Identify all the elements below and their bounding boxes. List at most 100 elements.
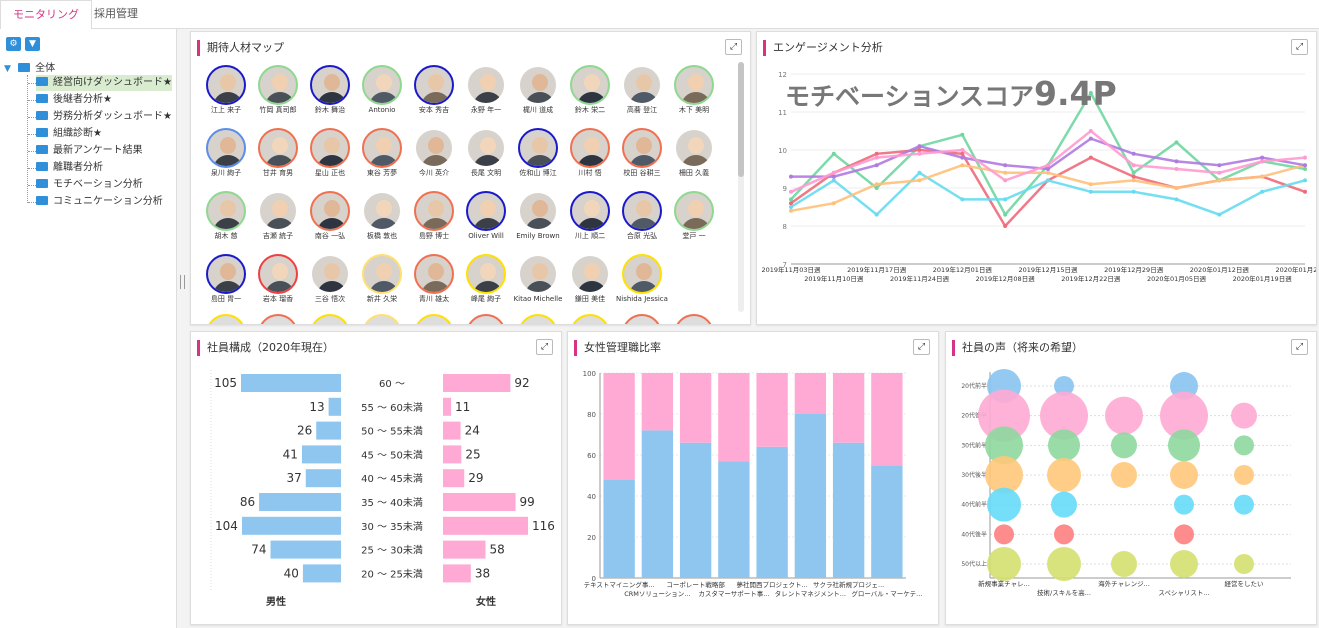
y-tick-label: 100 (583, 370, 596, 378)
sidebar-item-label: 労務分析ダッシュボード★ (53, 111, 172, 122)
filter-icon[interactable]: ▼ (25, 37, 40, 51)
person-name: Kitao Michelle (513, 295, 563, 303)
sidebar-item[interactable]: 労務分析ダッシュボード★ (36, 109, 172, 125)
bubble (978, 389, 1030, 442)
talent-map-scrollbar[interactable] (738, 62, 744, 312)
expand-icon[interactable]: ⤢ (1291, 339, 1308, 355)
avatar-head (376, 263, 392, 280)
talent-person[interactable]: 鎌田 美佳 (564, 254, 616, 304)
scroll-thumb[interactable] (738, 62, 744, 177)
expand-icon[interactable]: ⤢ (913, 339, 930, 355)
talent-person[interactable]: 甘井 育男 (252, 128, 304, 178)
talent-person[interactable]: Antonio (356, 65, 408, 115)
talent-person[interactable]: 鈴木 栄二 (564, 65, 616, 115)
talent-person[interactable]: 梶川 道成 (512, 65, 564, 115)
talent-person[interactable]: 峰尾 絢子 (460, 254, 512, 304)
avatar-body (681, 218, 711, 229)
sidebar-item[interactable]: コミュニケーション分析 (36, 194, 163, 210)
talent-person[interactable]: 板橋 敦也 (356, 191, 408, 241)
panel-resize-handle[interactable] (180, 275, 185, 289)
talent-person[interactable]: 三谷 悟次 (304, 254, 356, 304)
expand-icon[interactable]: ⤢ (536, 339, 553, 355)
talent-person[interactable]: 胡木 慈 (200, 191, 252, 241)
stacked-bar-segment (756, 446, 788, 578)
x-tick-label: テキストマイニング事... (584, 580, 655, 589)
talent-person[interactable]: 泉川 絢子 (200, 128, 252, 178)
avatar (206, 128, 246, 168)
avatar-head (272, 263, 288, 280)
avatar-body (265, 218, 295, 229)
talent-person[interactable]: 南谷 一弘 (304, 191, 356, 241)
series-point (831, 151, 836, 156)
engagement-panel: エンゲージメント分析 ⤢ 7 8 9 10 11 12 2019年11月03日週 2019年1… (756, 31, 1317, 325)
series-point (917, 151, 922, 156)
sidebar-item[interactable]: 組織診断★ (36, 126, 102, 142)
person-name: 星山 正也 (314, 169, 346, 177)
sidebar-item[interactable]: 後継者分析★ (36, 92, 112, 108)
avatar (570, 65, 610, 105)
talent-person[interactable]: 合原 光弘 (616, 191, 668, 241)
female-bar (443, 564, 471, 583)
sidebar-item[interactable]: モチベーション分析 (36, 177, 143, 193)
person-name: 川村 悟 (578, 169, 602, 177)
talent-person[interactable]: 島野 博士 (408, 191, 460, 241)
talent-person[interactable]: 永野 年一 (460, 65, 512, 115)
talent-person[interactable]: 柵田 久義 (668, 128, 720, 178)
avatar (466, 254, 506, 294)
series-point (1003, 197, 1008, 202)
talent-person[interactable]: 川上 順二 (564, 191, 616, 241)
sidebar-item[interactable]: 経営向けダッシュボード★ (36, 75, 172, 91)
talent-person[interactable]: Nishida Jessica (616, 254, 668, 304)
talent-person[interactable]: 木下 美明 (668, 65, 720, 115)
avatar (466, 191, 506, 231)
talent-person[interactable]: Emily Brown (512, 191, 564, 241)
avatar-body (525, 218, 555, 229)
sidebar-item[interactable]: 最新アンケート結果 (36, 143, 143, 159)
series-point (1046, 178, 1050, 183)
series-point (917, 148, 922, 152)
bubble (1111, 432, 1137, 459)
talent-person[interactable]: Oliver Will (460, 191, 512, 241)
avatar (206, 191, 246, 231)
talent-person[interactable]: 東谷 芳夢 (356, 128, 408, 178)
talent-person[interactable]: 吉瀬 統子 (252, 191, 304, 241)
talent-person[interactable]: 安本 秀吉 (408, 65, 460, 115)
talent-person[interactable]: 江上 来子 (200, 65, 252, 115)
avatar-head (220, 137, 236, 154)
talent-person[interactable]: 竹岡 真司郎 (252, 65, 304, 115)
talent-person[interactable]: 校田 谷耕三 (616, 128, 668, 178)
male-value-label: 13 (309, 400, 324, 414)
tree-root[interactable]: ▼ 全体 (4, 59, 55, 74)
bubble (1234, 494, 1254, 515)
talent-person[interactable]: 今川 英介 (408, 128, 460, 178)
expand-icon[interactable]: ⤢ (1291, 39, 1308, 55)
talent-person[interactable]: 鈴木 舞治 (304, 65, 356, 115)
talent-person[interactable]: 新井 久栄 (356, 254, 408, 304)
talent-person[interactable]: 島田 胃一 (200, 254, 252, 304)
bubble (1054, 524, 1074, 545)
talent-person[interactable]: 長尾 文明 (460, 128, 512, 178)
talent-person[interactable]: 星山 正也 (304, 128, 356, 178)
sidebar-item[interactable]: 離職者分析 (36, 160, 103, 176)
talent-person[interactable]: 高蕎 登江 (616, 65, 668, 115)
bubble (1234, 554, 1254, 574)
avatar (518, 128, 558, 168)
settings-gear-icon[interactable]: ⚙ (6, 37, 21, 51)
talent-person[interactable]: 青川 雄太 (408, 254, 460, 304)
x-tick-label: コーポレート戦略部 (666, 580, 725, 589)
avatar-head (376, 137, 392, 154)
tab-recruitment[interactable]: 採用管理 (94, 7, 138, 20)
talent-person[interactable]: 川村 悟 (564, 128, 616, 178)
series-point (874, 155, 879, 160)
x-tick-label: 2019年11月10日週 (804, 274, 864, 283)
talent-person[interactable]: 佐和山 博江 (512, 128, 564, 178)
avatar-body (421, 92, 451, 103)
male-bar (301, 445, 341, 464)
talent-person[interactable]: Kitao Michelle (512, 254, 564, 304)
talent-person[interactable]: 堂戸 一 (668, 191, 720, 241)
talent-person[interactable]: 岩本 瑠香 (252, 254, 304, 304)
expand-icon[interactable]: ⤢ (725, 39, 742, 55)
tab-monitoring[interactable]: モニタリング (0, 0, 92, 31)
age-category-label: 20 ～ 25未満 (361, 568, 423, 580)
y-tick-label: 9 (783, 185, 787, 193)
